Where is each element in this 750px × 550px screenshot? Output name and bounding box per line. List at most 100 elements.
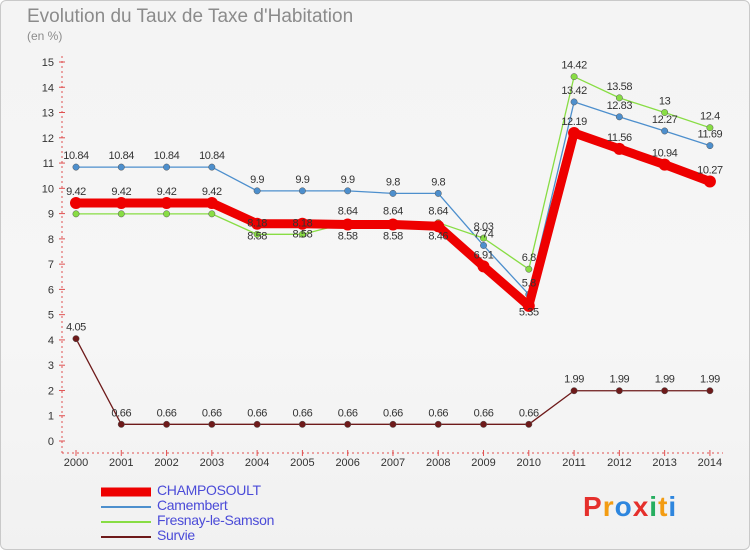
data-point xyxy=(298,420,306,428)
data-label: 8.58 xyxy=(338,230,358,242)
data-point xyxy=(208,163,216,171)
data-label: 6.8 xyxy=(522,252,536,264)
data-point xyxy=(205,196,218,209)
data-label: 8.18 xyxy=(247,217,267,229)
y-tick-label: 3 xyxy=(48,360,54,372)
data-point xyxy=(706,142,714,150)
data-point xyxy=(570,73,578,81)
data-point xyxy=(525,265,533,273)
y-tick-label: 0 xyxy=(48,436,54,448)
x-tick-label: 2012 xyxy=(607,457,631,469)
data-label: 8.03 xyxy=(474,221,494,233)
data-label: 9.42 xyxy=(66,186,86,198)
data-label: 6.91 xyxy=(474,249,494,261)
data-label: 1.99 xyxy=(564,374,584,386)
y-tick-label: 7 xyxy=(48,259,54,271)
data-label: 4.05 xyxy=(66,322,86,334)
x-tick-label: 2004 xyxy=(245,457,269,469)
data-point xyxy=(525,420,533,428)
legend-swatch xyxy=(101,521,151,523)
data-point xyxy=(251,217,264,230)
data-label: 10.94 xyxy=(652,148,678,160)
data-point xyxy=(480,420,487,428)
y-tick-label: 2 xyxy=(48,385,54,397)
data-point xyxy=(434,189,442,197)
data-label: 11.69 xyxy=(698,129,723,141)
data-label: 9.9 xyxy=(250,174,264,186)
data-label: 8.64 xyxy=(383,206,403,218)
y-tick-label: 15 xyxy=(42,57,54,69)
data-point xyxy=(253,187,261,195)
logo-letter: x xyxy=(632,491,650,522)
data-point xyxy=(115,196,128,209)
data-point xyxy=(480,241,487,249)
data-label: 0.66 xyxy=(383,407,403,419)
x-tick-label: 2011 xyxy=(562,457,586,469)
data-label: 14.42 xyxy=(561,60,587,72)
data-point xyxy=(296,217,309,230)
data-point xyxy=(72,210,80,218)
data-point xyxy=(117,163,125,171)
series-line-1 xyxy=(76,101,711,296)
data-label: 0.66 xyxy=(202,407,222,419)
data-label: 0.66 xyxy=(519,407,539,419)
data-point xyxy=(568,126,581,139)
data-label: 8.58 xyxy=(292,228,312,240)
logo-letter: o xyxy=(614,491,633,522)
data-label: 10.27 xyxy=(697,165,723,177)
data-label: 1.99 xyxy=(609,374,629,386)
data-point xyxy=(389,189,397,197)
data-label: 9.8 xyxy=(431,176,445,188)
data-point xyxy=(613,142,626,155)
data-point xyxy=(72,335,80,343)
x-tick-label: 2014 xyxy=(698,457,722,469)
data-label: 0.66 xyxy=(474,407,494,419)
legend-label: CHAMPOSOULT xyxy=(157,482,261,498)
x-tick-label: 2006 xyxy=(335,457,359,469)
data-point xyxy=(298,230,306,238)
data-label: 0.66 xyxy=(428,407,448,419)
data-label: 13.58 xyxy=(607,81,633,93)
data-label: 8.64 xyxy=(428,206,448,218)
data-point xyxy=(341,218,354,231)
data-label: 10.84 xyxy=(109,150,135,162)
data-point xyxy=(70,196,82,209)
data-point xyxy=(661,387,669,395)
data-point xyxy=(703,175,716,188)
data-label: 12.27 xyxy=(652,114,678,126)
legend-swatch xyxy=(101,487,151,497)
data-point xyxy=(706,124,714,132)
data-label: 8.18 xyxy=(292,217,312,229)
logo-letter: r xyxy=(602,491,615,522)
data-point xyxy=(72,163,80,171)
y-tick-label: 6 xyxy=(48,284,54,296)
data-label: 12.83 xyxy=(607,100,633,112)
data-point xyxy=(298,187,306,195)
data-point xyxy=(389,420,397,428)
data-label: 13.42 xyxy=(561,85,587,97)
legend-label: Camembert xyxy=(157,497,228,513)
x-tick-label: 2002 xyxy=(154,457,178,469)
y-tick-label: 8 xyxy=(48,234,54,246)
legend-label: Fresnay-le-Samson xyxy=(157,512,275,528)
data-point xyxy=(706,387,714,395)
data-point xyxy=(163,210,171,218)
data-label: 0.66 xyxy=(247,407,267,419)
data-label: 8.58 xyxy=(383,230,403,242)
y-tick-label: 9 xyxy=(48,209,54,221)
x-tick-label: 2007 xyxy=(381,457,405,469)
x-tick-label: 2001 xyxy=(109,457,133,469)
data-label: 0.66 xyxy=(157,407,177,419)
y-tick-label: 12 xyxy=(42,133,54,145)
x-tick-label: 2000 xyxy=(64,457,88,469)
data-point xyxy=(434,420,442,428)
data-point xyxy=(570,387,578,395)
data-label: 8.58 xyxy=(247,230,267,242)
data-point xyxy=(522,299,535,312)
data-label: 9.42 xyxy=(157,186,177,198)
data-point xyxy=(117,210,125,218)
data-label: 12.4 xyxy=(700,111,720,123)
data-point xyxy=(344,187,352,195)
legend-swatch xyxy=(101,506,151,508)
